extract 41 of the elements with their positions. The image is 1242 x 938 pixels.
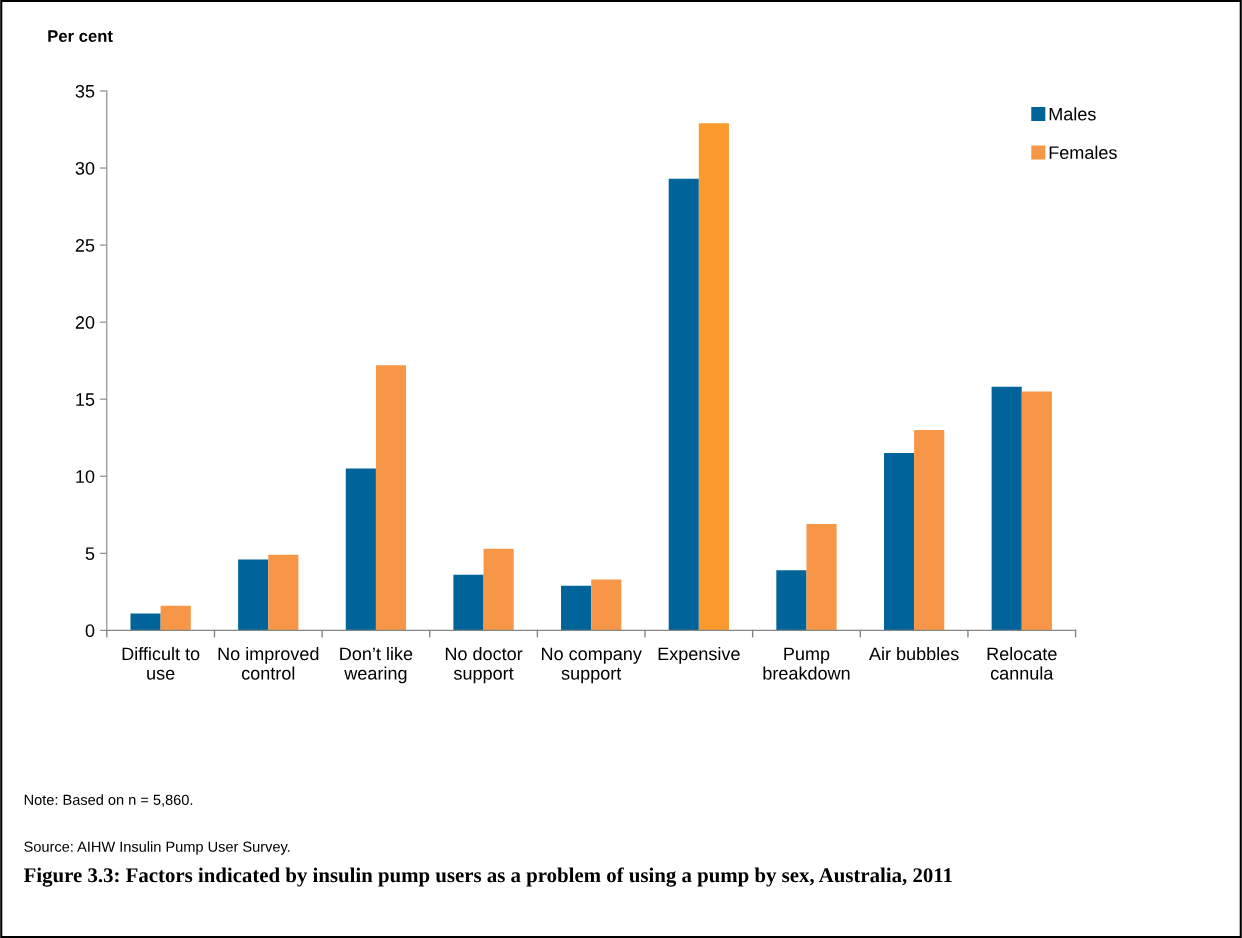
bar: [375, 365, 407, 631]
text: Figure 3.3: Factors indicated by insulin pump users as a problem of using a pump by sex, Australia, 2011: [23, 867, 952, 887]
y-tick-label: 30: [75, 161, 95, 175]
x-tick-label: Don’t like wearing: [340, 647, 413, 684]
bar: [561, 585, 592, 631]
y-tick-label: 0: [85, 624, 95, 638]
bar: [453, 574, 484, 631]
x-tick-label: Difficult to use: [122, 647, 200, 680]
bar: [806, 524, 837, 631]
bar: [345, 468, 376, 631]
legend-label: Males: [1049, 107, 1096, 121]
x-tick-label: Relocate cannula: [987, 647, 1057, 680]
bar: [698, 123, 729, 631]
x-tick-label: No improved control: [218, 647, 319, 680]
bar: [883, 453, 915, 631]
bar: [483, 548, 514, 631]
y-tick-label: 15: [76, 393, 95, 406]
bar: [130, 613, 161, 631]
bar: [1021, 391, 1052, 631]
y-tick-label: 5: [85, 547, 95, 561]
bar: [668, 178, 699, 631]
y-tick-label: 10: [76, 470, 95, 483]
y-tick-label: 25: [75, 239, 95, 252]
bar: [591, 579, 622, 631]
y-tick-label: 35: [75, 84, 95, 98]
x-tick-label: Expensive: [658, 647, 740, 664]
bar: [914, 430, 945, 631]
source-note: Source: AIHW Insulin Pump User Survey.: [24, 841, 290, 855]
legend-label: Females: [1049, 145, 1117, 159]
x-tick-label: No doctor support: [445, 647, 523, 684]
x-tick-label: Air bubbles: [868, 647, 959, 661]
bar: [238, 559, 269, 631]
x-tick-label: Pump breakdown: [763, 647, 850, 680]
y-axis-title: Per cent: [48, 30, 113, 42]
bar: [776, 570, 807, 631]
text: Note: Based on n = 5,860.: [24, 794, 193, 807]
x-tick-label: No company support: [542, 647, 642, 684]
bar: [268, 554, 299, 631]
bar: [160, 605, 191, 631]
y-tick-label: 20: [75, 316, 95, 329]
bar: [991, 386, 1022, 631]
